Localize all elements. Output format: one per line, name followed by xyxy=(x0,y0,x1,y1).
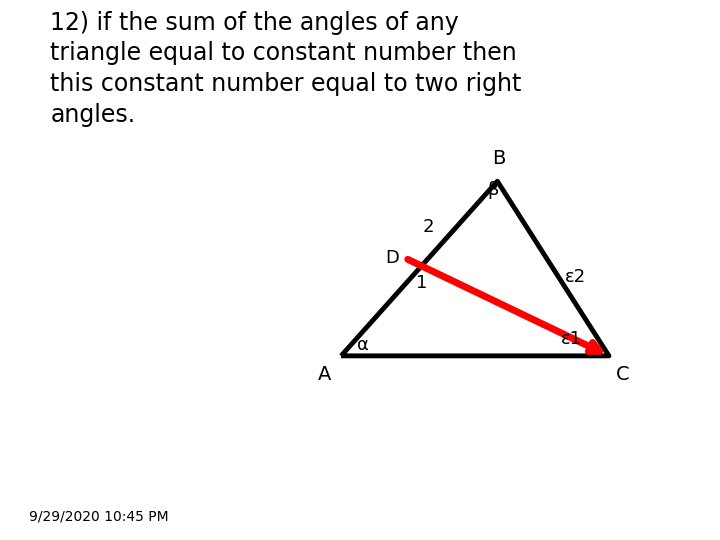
Text: ε2: ε2 xyxy=(565,268,586,286)
Text: B: B xyxy=(492,149,505,168)
Text: A: A xyxy=(318,365,331,384)
Text: 12) if the sum of the angles of any
triangle equal to constant number then
this : 12) if the sum of the angles of any tria… xyxy=(50,11,522,127)
Text: C: C xyxy=(616,365,630,384)
Text: ε1: ε1 xyxy=(560,330,582,348)
Text: 1: 1 xyxy=(416,274,428,292)
Text: α: α xyxy=(358,336,369,354)
Text: β: β xyxy=(487,180,498,199)
Text: 2: 2 xyxy=(423,218,434,236)
Text: 9/29/2020 10:45 PM: 9/29/2020 10:45 PM xyxy=(29,510,168,524)
Text: D: D xyxy=(385,249,400,267)
